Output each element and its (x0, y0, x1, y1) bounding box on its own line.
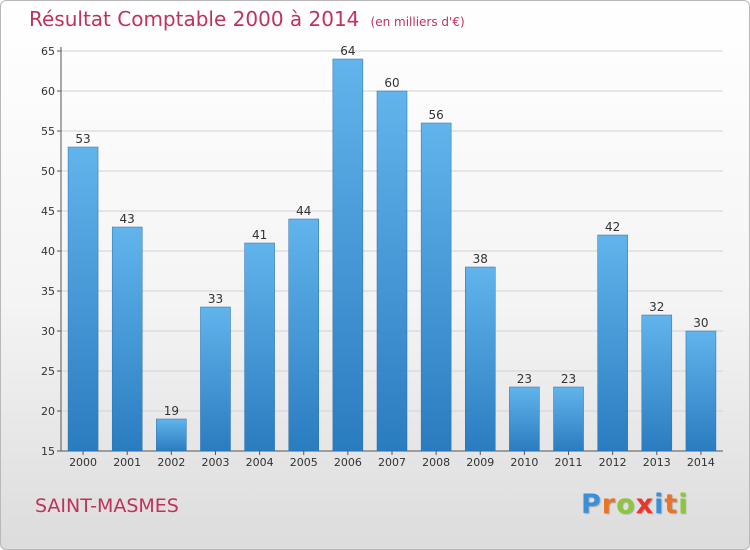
x-tick-label: 2005 (290, 456, 318, 469)
bar-value-label: 32 (649, 300, 664, 314)
y-tick-label: 20 (41, 405, 55, 418)
y-tick-label: 15 (41, 445, 55, 458)
x-tick-label: 2002 (157, 456, 185, 469)
y-tick-label: 65 (41, 45, 55, 58)
x-tick-label: 2014 (687, 456, 715, 469)
bar (332, 58, 364, 452)
chart-title: Résultat Comptable 2000 à 2014 (29, 7, 360, 31)
bar (597, 234, 628, 452)
logo-letter: r (601, 489, 617, 520)
x-tick-label: 2011 (555, 456, 583, 469)
chart-unit: (en milliers d'€) (370, 15, 465, 29)
bar-value-label: 33 (208, 292, 223, 306)
x-tick-label: 2010 (510, 456, 538, 469)
bar (641, 314, 673, 452)
bar-value-label: 19 (164, 404, 179, 418)
chart-title-block: Résultat Comptable 2000 à 2014 (en milli… (29, 7, 465, 31)
bar-value-label: 44 (296, 204, 311, 218)
bar (67, 146, 99, 452)
y-tick-label: 40 (41, 245, 55, 258)
logo-letter: i (678, 489, 689, 520)
x-tick-label: 2003 (201, 456, 229, 469)
x-tick-label: 2007 (378, 456, 406, 469)
bar-value-label: 64 (340, 44, 355, 58)
x-tick-label: 2013 (643, 456, 671, 469)
x-tick-label: 2006 (334, 456, 362, 469)
proxiti-logo[interactable]: Proxiti (581, 489, 689, 520)
bar (156, 418, 187, 452)
y-tick-label: 30 (41, 325, 55, 338)
bar (465, 266, 496, 452)
bar-value-label: 43 (120, 212, 135, 226)
x-tick-label: 2009 (466, 456, 494, 469)
logo-letter: t (664, 489, 679, 520)
place-name: SAINT-MASMES (35, 495, 179, 517)
x-tick-label: 2001 (113, 456, 141, 469)
bar-value-label: 53 (75, 132, 90, 146)
bar-value-label: 41 (252, 228, 267, 242)
bar-value-label: 56 (428, 108, 443, 122)
bar-value-label: 38 (473, 252, 488, 266)
y-tick-label: 50 (41, 165, 55, 178)
logo-letter: P (581, 489, 602, 520)
bar-value-label: 30 (693, 316, 708, 330)
bar (420, 122, 452, 452)
bar (111, 226, 143, 452)
y-tick-label: 35 (41, 285, 55, 298)
x-tick-label: 2008 (422, 456, 450, 469)
bar-value-label: 23 (517, 372, 532, 386)
y-tick-label: 25 (41, 365, 55, 378)
y-tick-label: 60 (41, 85, 55, 98)
bar (200, 306, 231, 452)
x-tick-label: 2012 (599, 456, 627, 469)
bar (244, 242, 275, 452)
bar (685, 330, 717, 452)
bar-value-label: 23 (561, 372, 576, 386)
logo-letter: o (616, 489, 636, 520)
x-tick-label: 2004 (246, 456, 274, 469)
y-tick-label: 45 (41, 205, 55, 218)
x-tick-label: 2000 (69, 456, 97, 469)
y-tick-label: 55 (41, 125, 55, 138)
bar (376, 90, 408, 452)
logo-letter: i (654, 489, 665, 520)
bar (509, 386, 540, 452)
bar (288, 218, 319, 452)
logo-letter: x (635, 489, 655, 520)
bar-value-label: 60 (384, 76, 399, 90)
bar (553, 386, 584, 452)
bar-value-label: 42 (605, 220, 620, 234)
